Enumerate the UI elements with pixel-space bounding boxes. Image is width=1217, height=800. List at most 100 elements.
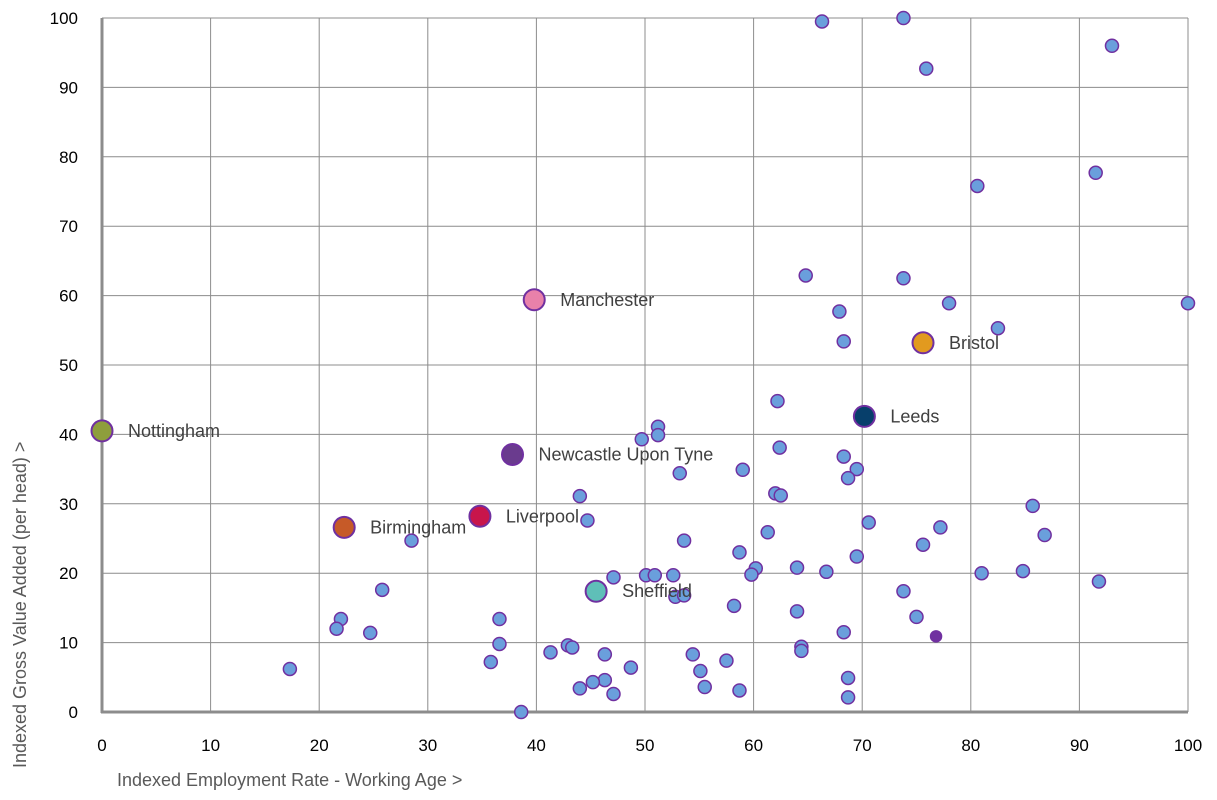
data-point [836, 449, 851, 464]
highlighted-point [90, 419, 114, 443]
data-point [1025, 498, 1040, 514]
data-point [840, 470, 856, 486]
data-point [849, 461, 865, 477]
data-point [896, 10, 911, 26]
data-point [634, 432, 649, 447]
data-point [798, 268, 813, 283]
data-point [404, 533, 419, 548]
data-point [676, 533, 692, 548]
data-point [719, 653, 734, 668]
data-point [362, 625, 378, 641]
data-point [647, 568, 663, 583]
y-tick-label: 30 [59, 495, 78, 514]
x-tick-label: 10 [201, 736, 220, 755]
data-point [726, 598, 742, 614]
x-tick-label: 60 [744, 736, 763, 755]
data-point [836, 334, 851, 349]
data-point [909, 609, 924, 625]
data-point [572, 488, 588, 504]
data-point [732, 683, 747, 698]
y-tick-label: 50 [59, 356, 78, 375]
gridlines [102, 17, 1189, 712]
data-point [770, 393, 785, 409]
y-tick-label: 0 [69, 703, 78, 722]
highlighted-point [584, 579, 608, 603]
city-label: Sheffield [622, 581, 692, 601]
city-label: Leeds [890, 406, 939, 426]
data-point [941, 295, 957, 311]
data-point [374, 582, 390, 598]
data-point [832, 304, 847, 319]
x-tick-label: 90 [1070, 736, 1089, 755]
data-point [814, 14, 830, 29]
data-point [744, 567, 759, 582]
y-tick-label: 70 [59, 217, 78, 236]
data-point [915, 537, 931, 552]
data-point [483, 654, 499, 670]
data-point [896, 583, 911, 599]
data-point [564, 640, 580, 655]
data-point [492, 611, 507, 627]
highlighted-point [852, 404, 876, 428]
data-point [773, 488, 788, 503]
x-tick-label: 30 [418, 736, 437, 755]
highlighted-point [332, 515, 356, 539]
x-tick-label: 70 [853, 736, 872, 755]
x-axis-title: Indexed Employment Rate - Working Age > [117, 770, 462, 790]
city-labels: Manchester Bristol Leeds Nottingham Newcastl… [128, 290, 999, 601]
x-tick-label: 100 [1174, 736, 1202, 755]
city-label: Newcastle Upon Tyne [539, 445, 714, 465]
city-label: Nottingham [128, 421, 220, 441]
city-label: Liverpool [506, 506, 579, 526]
data-point [585, 674, 601, 690]
data-point [819, 564, 834, 580]
data-point [929, 630, 943, 643]
y-tick-label: 60 [59, 287, 78, 306]
data-point [990, 320, 1006, 336]
data-point [1104, 38, 1120, 54]
y-tick-label: 40 [59, 425, 78, 444]
data-point [1015, 563, 1031, 579]
data-point [1088, 165, 1103, 181]
data-point [840, 690, 856, 705]
data-point [597, 672, 613, 688]
x-tick-label: 40 [527, 736, 546, 755]
axes [100, 18, 1188, 714]
y-tick-label: 90 [59, 78, 78, 97]
data-point [974, 565, 989, 581]
data-point [329, 621, 344, 636]
data-point [580, 513, 595, 528]
y-tick-label: 20 [59, 564, 78, 583]
data-point [697, 679, 712, 695]
x-tick-label: 50 [636, 736, 655, 755]
data-point [665, 568, 681, 583]
city-label: Bristol [949, 333, 999, 353]
data-point [794, 643, 809, 659]
data-point [861, 515, 876, 530]
city-label: Manchester [560, 290, 654, 310]
highlighted-point [501, 443, 525, 467]
data-point [543, 645, 558, 660]
data-point [1091, 574, 1107, 589]
data-point [970, 178, 985, 194]
data-point [840, 670, 856, 686]
data-point [789, 560, 805, 575]
data-point [492, 636, 507, 652]
x-tick-label: 0 [97, 736, 106, 755]
highlighted-point [911, 331, 935, 355]
data-point [672, 466, 688, 481]
data-point [623, 660, 639, 675]
data-point [597, 647, 613, 662]
tick-labels: 0 10 20 30 40 50 60 70 80 90 100 0 10 20 30 40 50 60 70 80 9… [50, 9, 1203, 755]
city-label: Birmingham [370, 517, 466, 537]
data-point [693, 663, 708, 679]
data-point [933, 520, 948, 535]
data-points [90, 10, 1196, 720]
data-point [606, 686, 621, 702]
data-point [849, 549, 865, 564]
data-point [789, 604, 805, 619]
data-point [650, 427, 666, 443]
data-point [676, 588, 692, 603]
y-tick-label: 10 [59, 634, 78, 653]
x-tick-label: 80 [961, 736, 980, 755]
